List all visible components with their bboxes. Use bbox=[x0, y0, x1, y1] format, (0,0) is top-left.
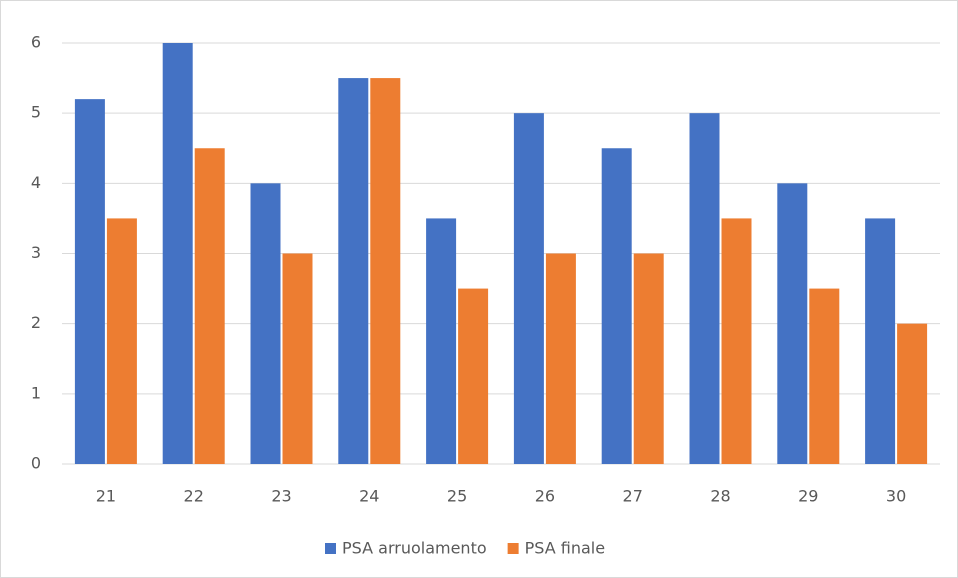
y-tick-label: 2 bbox=[31, 313, 41, 332]
y-tick-label: 4 bbox=[31, 173, 41, 192]
bar bbox=[370, 78, 401, 464]
bar bbox=[897, 323, 928, 464]
bar bbox=[74, 99, 105, 464]
y-tick-label: 3 bbox=[31, 243, 41, 262]
y-tick-label: 0 bbox=[31, 454, 41, 473]
x-tick-label: 29 bbox=[798, 487, 818, 506]
y-tick-label: 5 bbox=[31, 103, 41, 122]
x-tick-label: 25 bbox=[447, 487, 467, 506]
bar bbox=[194, 148, 225, 464]
bar bbox=[601, 148, 632, 464]
legend-swatch bbox=[507, 543, 519, 554]
x-tick-label: 21 bbox=[96, 487, 116, 506]
bar bbox=[338, 78, 369, 464]
x-tick-label: 22 bbox=[184, 487, 204, 506]
bar bbox=[458, 288, 489, 464]
bar bbox=[721, 218, 752, 464]
bar bbox=[250, 183, 281, 465]
legend-swatch bbox=[325, 543, 336, 554]
bar bbox=[162, 43, 193, 464]
y-tick-label: 6 bbox=[31, 33, 41, 52]
x-tick-label: 23 bbox=[271, 487, 291, 506]
x-tick-label: 24 bbox=[359, 487, 379, 506]
bar bbox=[106, 218, 137, 464]
bar bbox=[777, 183, 808, 465]
bar bbox=[282, 253, 313, 464]
bar bbox=[513, 113, 544, 465]
bar bbox=[689, 113, 720, 465]
x-tick-label: 30 bbox=[886, 487, 906, 506]
x-tick-label: 26 bbox=[535, 487, 555, 506]
bar bbox=[545, 253, 576, 464]
bar bbox=[426, 218, 457, 464]
x-tick-label: 28 bbox=[710, 487, 730, 506]
bar bbox=[633, 253, 664, 464]
y-tick-label: 1 bbox=[31, 383, 41, 402]
bar bbox=[865, 218, 896, 464]
x-tick-label: 27 bbox=[623, 487, 643, 506]
legend-label: PSA arruolamento bbox=[342, 539, 487, 558]
bar bbox=[809, 288, 840, 464]
legend-label: PSA finale bbox=[525, 539, 605, 558]
